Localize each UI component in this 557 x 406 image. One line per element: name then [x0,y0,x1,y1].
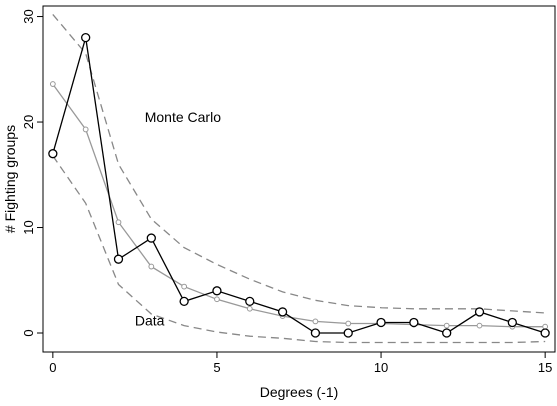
x-tick-label: 15 [538,360,552,375]
monte-carlo-mean-point [476,322,483,329]
monte-carlo-lower-line [52,155,546,344]
monte-carlo-mean-point [246,305,253,312]
y-tick-label: 10 [21,220,36,234]
data-point [81,32,91,43]
data-point [113,254,124,264]
data-point [376,317,386,328]
monte-carlo-mean-point [443,322,450,329]
monte-carlo-mean-line [52,83,546,328]
data-point [245,296,255,307]
monte-carlo-mean-point [181,283,188,290]
data-line [52,37,546,334]
monte-carlo-mean-point [214,296,220,303]
monte-carlo-mean-point [82,126,89,133]
data-point [540,328,550,338]
x-tick-label: 0 [49,360,56,375]
monte-carlo-mean-point [115,219,122,226]
x-tick-label: 10 [374,360,388,375]
annotation-label: Monte Carlo [145,109,221,125]
data-point [442,328,452,338]
data-point [48,149,58,159]
data-point [409,317,419,328]
monte-carlo-mean-point [312,318,319,325]
monte-carlo-mean-point [49,81,56,87]
data-point [179,296,189,307]
monte-carlo-upper-line [52,13,546,314]
y-tick-label: 30 [21,9,36,23]
data-point [507,317,517,328]
annotations: Monte Carlo Data [135,109,221,329]
monte-carlo-mean-point [148,263,155,270]
monte-carlo-mean-point [345,320,352,327]
plot-frame [42,5,556,353]
x-tick-label: 5 [213,360,220,375]
y-axis-label: # Fighting groups [2,125,18,233]
y-tick-label: 20 [21,115,36,129]
x-axis-label: Degrees (-1) [260,384,339,400]
data-point [277,307,288,317]
y-tick-label: 0 [21,329,36,336]
data-point [474,307,485,317]
data-point [146,233,156,243]
axis-ticks: 0 5 10 15 0 10 20 30 [21,9,552,375]
data-point [310,328,321,338]
data-point [343,328,353,338]
annotation-label: Data [135,313,165,329]
series-layer [48,13,550,344]
data-point [212,286,222,296]
